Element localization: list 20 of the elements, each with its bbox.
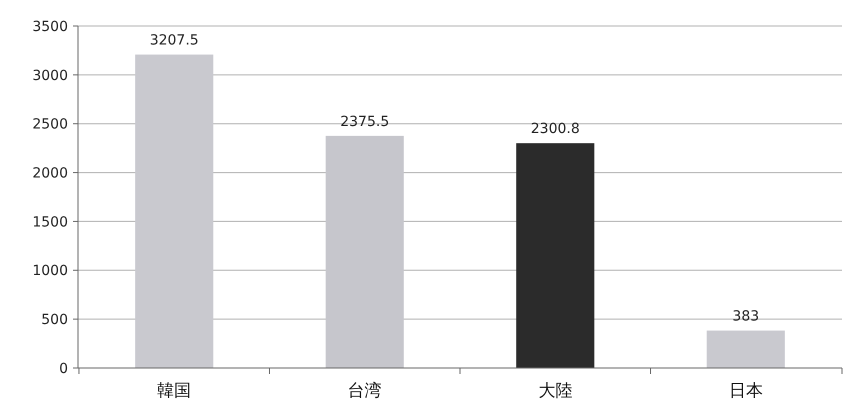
- y-tick-label: 1500: [32, 214, 68, 230]
- y-tick-label: 2000: [32, 165, 68, 182]
- y-tick-label: 3500: [32, 18, 68, 35]
- y-tick-label: 500: [41, 312, 68, 328]
- bar: [706, 330, 785, 368]
- x-tick-label: 台湾: [348, 381, 382, 401]
- y-tick-label: 1000: [32, 263, 68, 280]
- data-label: 3207.5: [150, 32, 199, 49]
- bar: [135, 54, 214, 368]
- x-tick-label: 日本: [728, 381, 763, 401]
- x-tick-label: 大陸: [538, 381, 572, 401]
- y-tick-label: 0: [59, 360, 68, 377]
- x-tick-label: 韓国: [157, 381, 192, 401]
- data-label: 2375.5: [340, 114, 390, 130]
- data-label: 2300.8: [530, 121, 580, 138]
- bar: [516, 143, 594, 368]
- data-label: 383: [732, 308, 760, 325]
- y-tick-label: 2500: [32, 116, 68, 133]
- bar: [326, 136, 404, 368]
- y-tick-label: 3000: [32, 68, 68, 84]
